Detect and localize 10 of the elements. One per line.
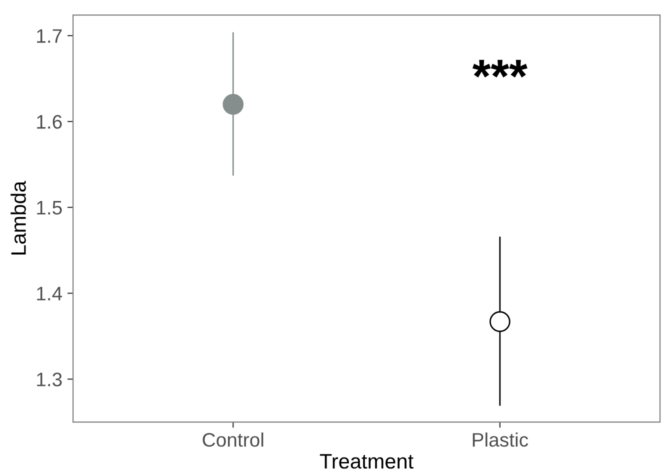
y-tick-label: 1.4 [37,286,62,300]
y-tick-label: 1.7 [37,29,62,43]
y-tick-label: 1.3 [37,372,62,386]
x-tick-label: Plastic [472,432,528,447]
y-tick-label: 1.5 [37,201,62,215]
annotation: *** [472,60,528,78]
x-axis-title: Treatment [320,454,414,469]
x-tick-label: Control [202,432,264,447]
y-tick-label: 1.6 [37,114,62,129]
y-axis-title: Lambda [10,180,26,254]
